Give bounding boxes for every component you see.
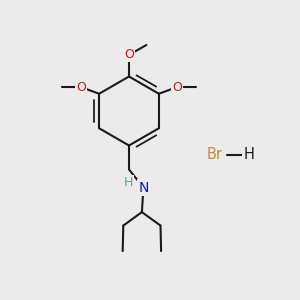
Text: O: O: [76, 81, 86, 94]
Text: N: N: [138, 181, 148, 194]
Text: H: H: [244, 147, 254, 162]
Text: Br: Br: [206, 147, 223, 162]
Text: O: O: [124, 48, 134, 62]
Text: H: H: [124, 176, 133, 189]
Text: O: O: [172, 81, 182, 94]
